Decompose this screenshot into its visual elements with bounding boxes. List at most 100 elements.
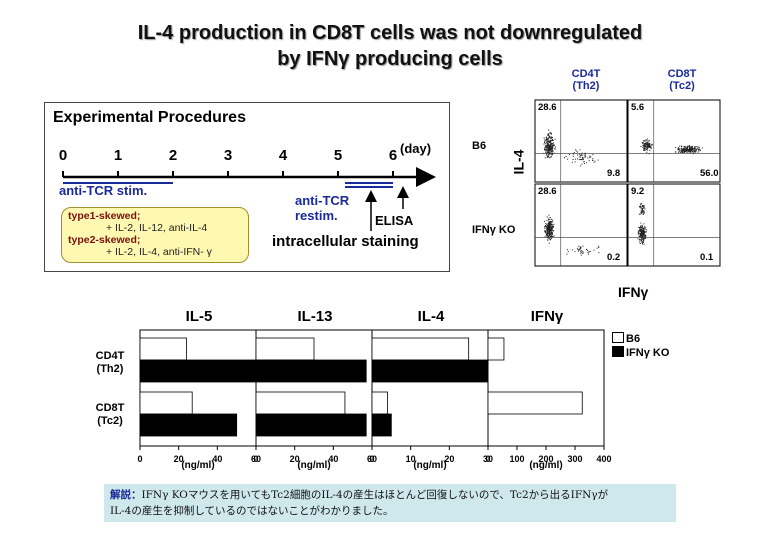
flow-event-dot [678,148,680,150]
flow-event-dot [550,234,552,235]
flow-event-dot [645,142,647,144]
flow-event-dot [683,149,684,151]
flow-event-dot [643,223,645,225]
flow-event-dot [647,149,648,151]
flow-event-dot [680,148,682,150]
bar-axis-tick-label: 300 [567,454,582,464]
flow-event-dot [546,151,548,153]
flow-event-dot [551,143,553,145]
flow-event-dot [551,224,553,225]
flow-event-dot [552,236,554,237]
flow-event-dot [549,223,551,225]
flow-event-dot [583,163,585,164]
flow-event-dot [638,236,640,238]
flow-event-dot [549,136,551,138]
flow-event-dot [643,228,645,230]
flow-event-dot [582,252,584,254]
bar-panel-unit: (ng/ml) [181,460,215,471]
flow-event-dot [640,222,642,224]
flow-event-dot [682,148,684,150]
flow-event-dot [642,226,643,228]
flow-event-dot [647,143,649,145]
flow-event-dot [685,149,687,151]
legend-swatch-b6 [612,332,624,343]
flow-event-dot [552,145,554,147]
anti-tcr-stim-label: anti-TCR stim. [59,183,148,198]
flow-event-dot [547,226,549,228]
flow-event-dot [550,220,552,222]
timeline-day-5: 5 [333,147,343,164]
bar-axis-tick-label: 400 [596,454,611,464]
flow-event-dot [545,137,547,138]
flow-event-dot [549,232,550,234]
flow-event-dot [545,148,547,150]
flow-event-dot [545,231,547,233]
intracellular-staining-label: intracellular staining [272,233,419,250]
flow-event-dot [639,230,641,232]
flow-event-dot [547,226,549,228]
flow-event-dot [677,148,679,150]
bar-axis-tick-label: 40 [328,454,338,464]
flow-event-dot [642,240,644,242]
flow-event-dot [697,148,699,150]
flow-event-dot [549,237,551,239]
flow-event-dot [564,157,565,159]
flow-event-dot [681,148,683,150]
flow-event-dot [646,144,648,146]
flow-col-head-cd8t: CD8T (Tc2) [652,68,712,92]
flow-event-dot [680,145,682,147]
flow-event-dot [549,141,551,143]
flow-event-dot [547,139,549,141]
flow-event-dot [593,249,595,251]
flow-event-dot [646,151,648,153]
flow-event-dot [565,156,567,158]
flow-event-dot [550,150,552,152]
flow-event-dot [581,250,583,252]
flow-event-dot [687,150,689,152]
flow-event-dot [547,151,549,153]
flow-event-dot [639,230,641,231]
flow-col-head-cd8t-line1: CD8T [667,68,697,80]
flow-event-dot [582,245,584,247]
flow-event-dot [549,226,551,228]
flow-event-dot [584,155,586,157]
flow-event-dot [582,154,584,156]
flow-event-dot [581,251,583,253]
flow-event-dot [642,210,644,211]
flow-event-dot [644,149,646,151]
flow-event-dot [641,208,643,210]
flow-event-dot [650,147,652,149]
flow-event-dot [549,238,551,240]
flow-event-dot [641,227,643,229]
flow-event-dot [675,147,677,149]
flow-event-dot [684,151,686,153]
flow-event-dot [552,137,553,138]
flow-event-dot [644,229,646,231]
flow-event-dot [548,136,550,138]
flow-event-dot [549,147,550,149]
timeline-day-0: 0 [58,147,68,164]
flow-event-dot [547,234,548,236]
flow-event-dot [581,163,583,165]
flow-event-dot [548,231,550,233]
flow-event-dot [549,148,551,150]
type2-value: + IL-2, IL-4, anti-IFN- γ [106,246,212,258]
flow-plot-frame [627,183,721,267]
flow-event-dot [572,155,574,157]
flow-event-dot [640,226,642,228]
flow-event-dot [548,226,550,227]
flow-event-dot [643,239,645,241]
flow-event-dot [689,145,690,147]
bar-axis-tick-label: 40 [212,454,222,464]
bar-row-label-cd4t-line2: (Th2) [96,363,124,375]
flow-event-dot [546,154,548,156]
flow-event-dot [553,226,555,228]
flow-event-dot [552,227,554,229]
flow-event-dot [553,144,555,146]
flow-event-dot [546,237,548,239]
flow-event-dot [548,154,550,156]
bar-axis-tick-label: 20 [444,454,454,464]
flow-event-dot [644,237,646,239]
flow-event-dot [548,141,550,143]
flow-event-dot [547,134,549,136]
